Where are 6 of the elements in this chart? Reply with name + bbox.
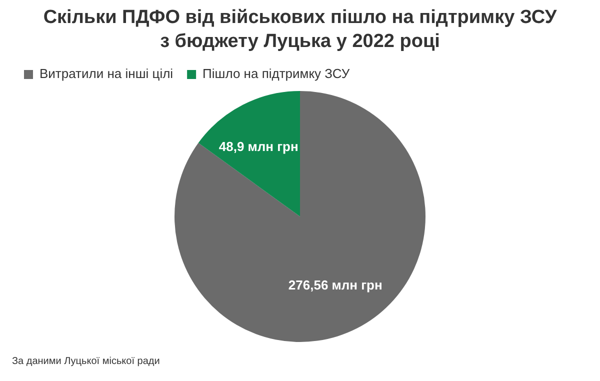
data-label: 276,56 млн грн [288,277,382,292]
text: За даними Луцької міської ради [12,356,160,367]
data-label: 48,9 млн грн [218,138,298,154]
legend-label: Витратили на інші цілі [40,66,174,82]
legend-label: Пішло на підтримку ЗСУ [202,66,350,82]
chart-title: Скільки ПДФО від військових пішло на підтримку ЗСУ з бюджету Луцька у 2022 році [42,6,558,54]
